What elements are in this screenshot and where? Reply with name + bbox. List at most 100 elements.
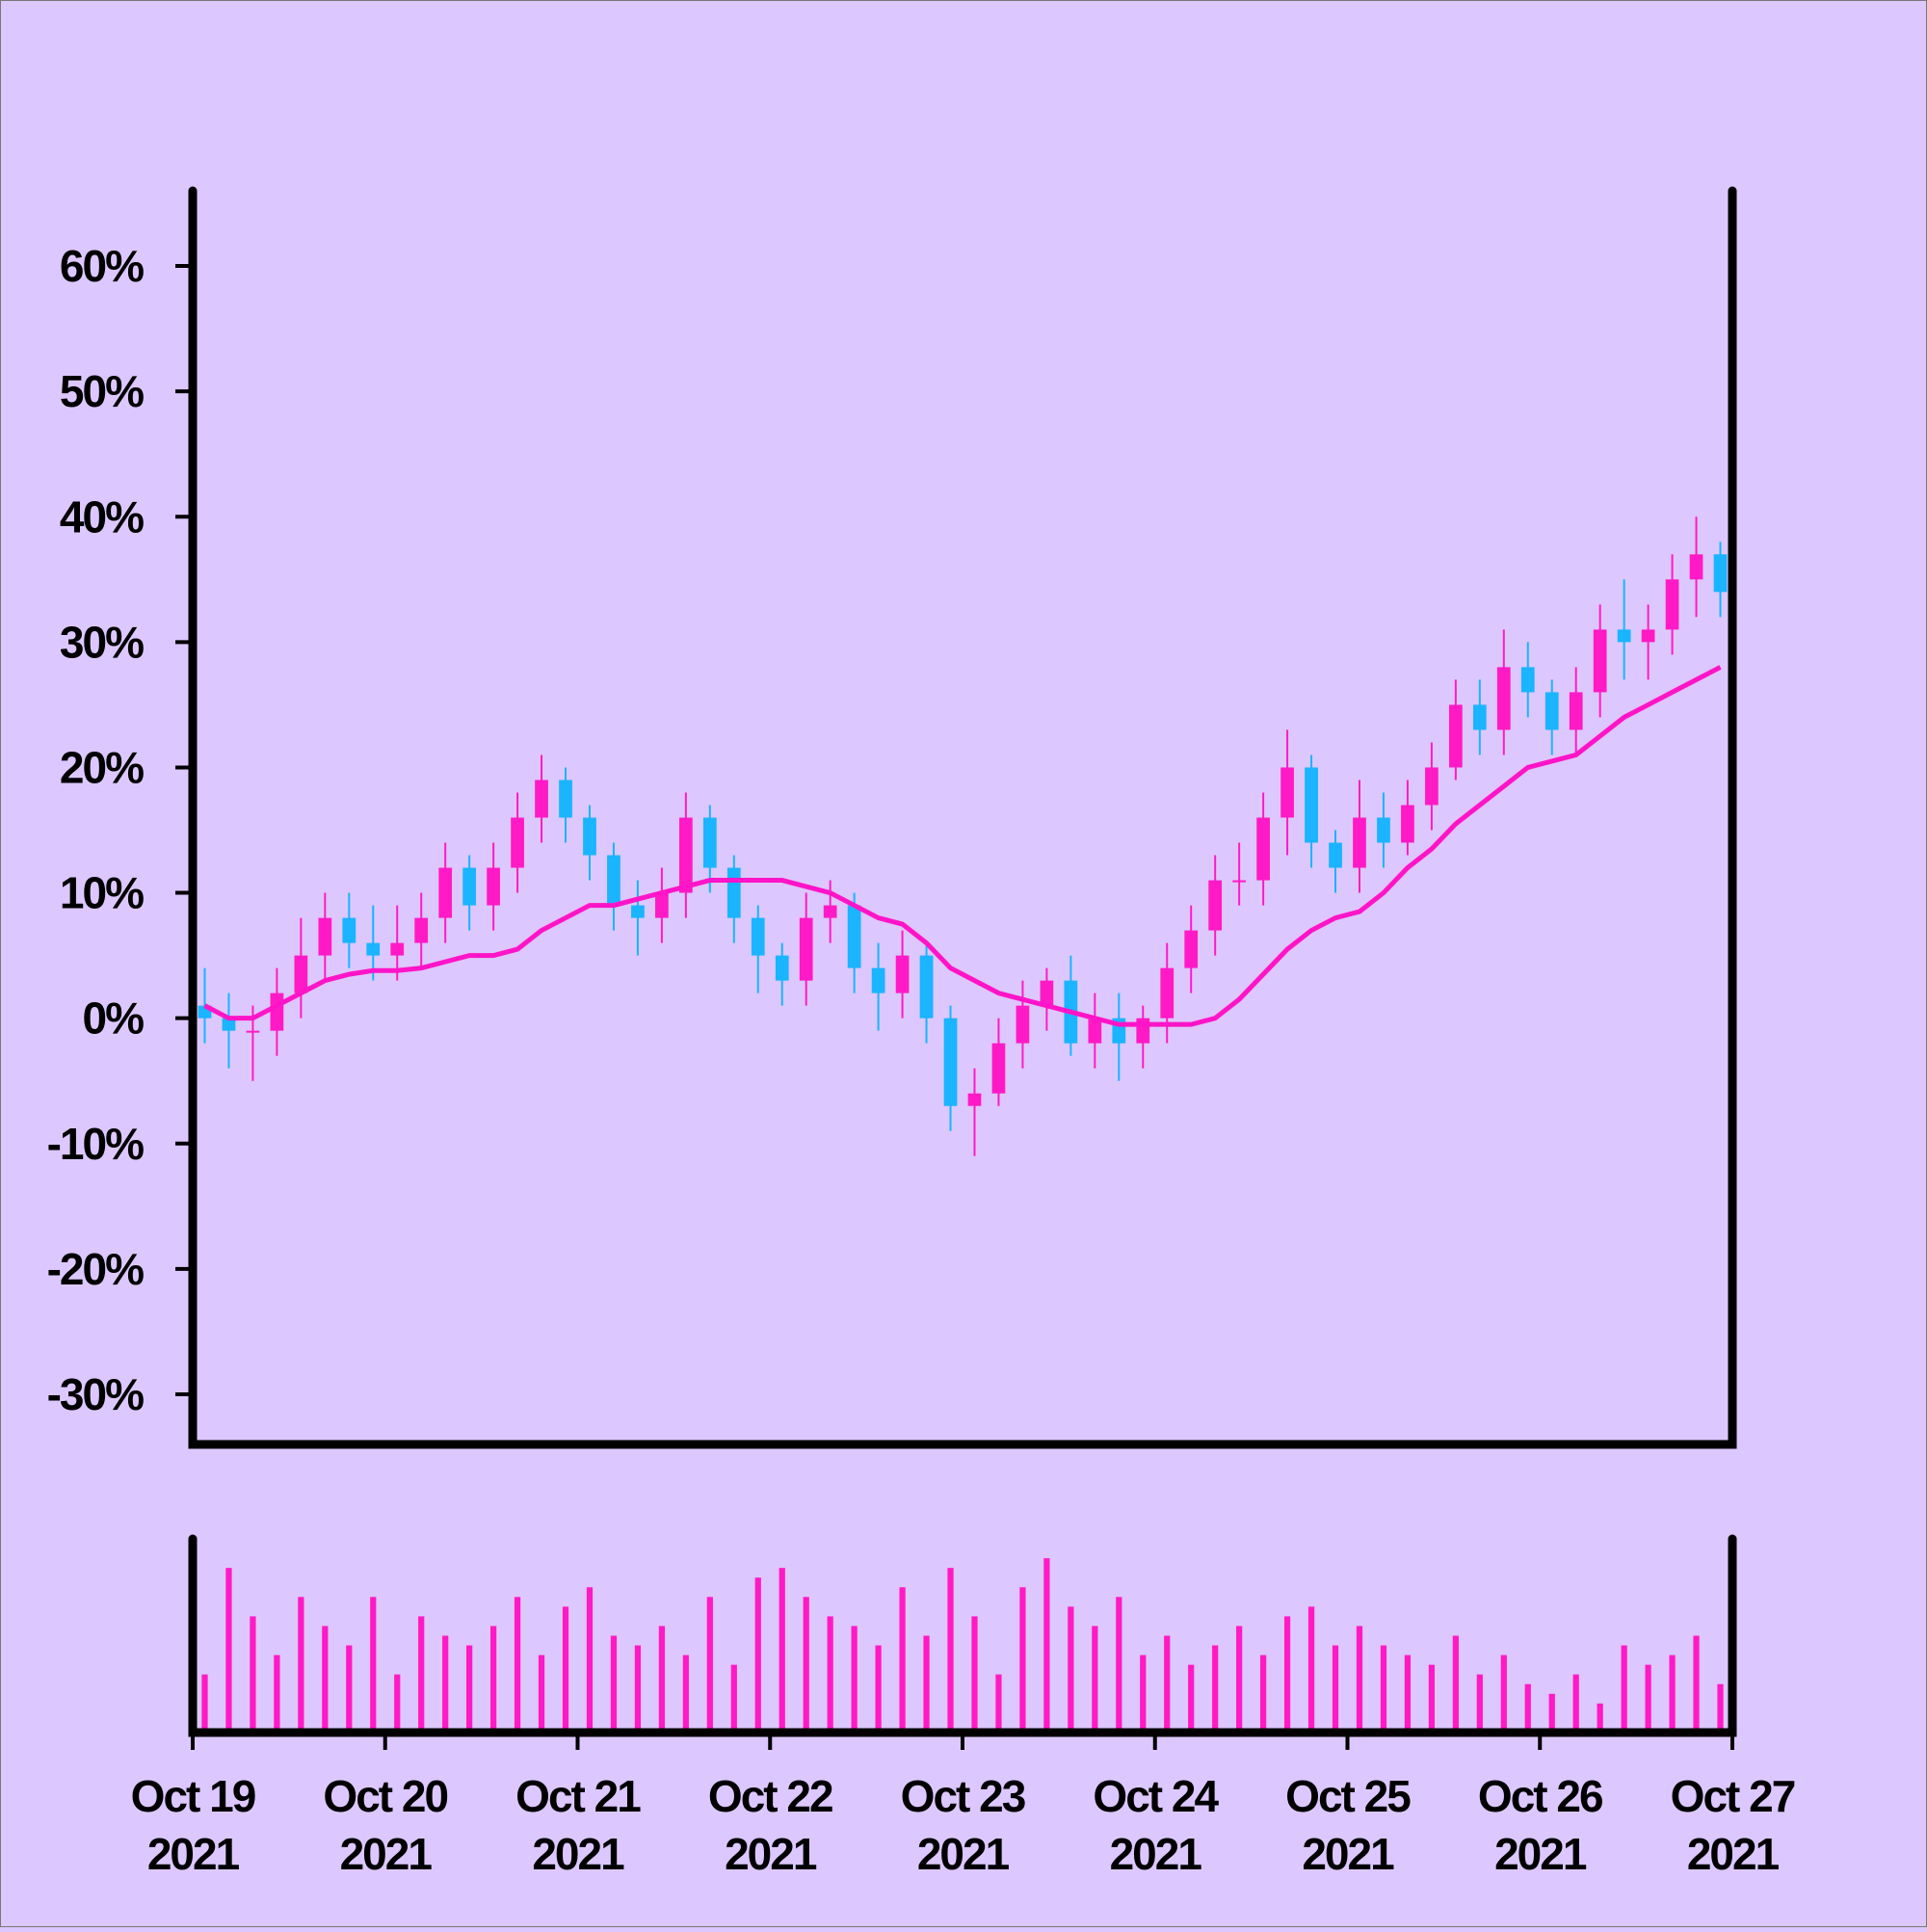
volume-bar: [1043, 1558, 1050, 1733]
volume-bar: [1068, 1606, 1074, 1733]
candle-body: [967, 1093, 982, 1106]
y-tick-label: 10%: [60, 868, 144, 918]
candle-body: [631, 905, 645, 918]
volume-bar: [1116, 1597, 1122, 1733]
x-tick-label: Oct 19 2021: [131, 1771, 255, 1879]
volume-bar: [466, 1645, 473, 1733]
volume-bar: [1621, 1645, 1627, 1733]
volume-bar: [1717, 1683, 1724, 1733]
candle-body: [895, 955, 910, 993]
volume-bar: [1019, 1587, 1026, 1733]
y-tick-label: 40%: [60, 491, 144, 542]
volume-bar: [658, 1626, 666, 1733]
volume-bar: [754, 1577, 761, 1733]
candle-body: [1016, 1005, 1030, 1044]
candle-body: [751, 917, 765, 956]
volume-bar: [489, 1626, 497, 1733]
candle-body: [1329, 842, 1342, 868]
candle-body: [414, 917, 429, 943]
volume-bar: [1693, 1635, 1700, 1733]
volume-bar: [1669, 1654, 1676, 1733]
candle-body: [462, 867, 477, 906]
candle-body: [1425, 767, 1439, 806]
volume-bar: [586, 1587, 594, 1733]
y-tick-label: -10%: [47, 1119, 144, 1169]
volume-bar: [1236, 1626, 1243, 1733]
candle-body: [1353, 817, 1366, 868]
volume-bar: [1283, 1616, 1291, 1733]
candle-body: [487, 867, 500, 906]
y-tick-label: 30%: [60, 617, 144, 667]
candle-body: [607, 855, 620, 906]
volume-bar: [1140, 1654, 1147, 1733]
y-tick-label: 20%: [60, 742, 144, 792]
volume-bar: [682, 1654, 689, 1733]
candle-body: [1617, 629, 1631, 643]
y-tick-label: -20%: [47, 1244, 144, 1294]
candle-body: [1641, 629, 1655, 643]
volume-bar: [1307, 1606, 1315, 1733]
volume-bar: [1259, 1654, 1267, 1733]
candle-body: [342, 917, 356, 943]
y-tick-label: 60%: [60, 241, 144, 291]
volume-bar: [1092, 1626, 1098, 1733]
volume-bar: [274, 1654, 280, 1733]
volume-bar: [1524, 1683, 1531, 1733]
candle-body: [222, 1018, 236, 1031]
candle-body: [511, 817, 524, 868]
candle-body: [559, 780, 572, 818]
candle-body: [1280, 767, 1294, 818]
candle-body: [799, 917, 813, 981]
candle-body: [390, 942, 405, 956]
volume-bar: [250, 1616, 256, 1733]
volume-bar: [803, 1597, 809, 1733]
x-tick-label: Oct 22 2021: [708, 1771, 832, 1879]
x-tick-label: Oct 20 2021: [323, 1771, 447, 1879]
candle-body: [1448, 704, 1463, 768]
candle-body: [1593, 629, 1607, 693]
candle-body: [1232, 880, 1247, 883]
candle-body: [318, 917, 332, 956]
candle-body: [1184, 930, 1199, 968]
volume-bar: [346, 1645, 353, 1733]
volume-bar: [634, 1645, 642, 1733]
volume-bar: [442, 1635, 449, 1733]
x-tick-label: Oct 27 2021: [1671, 1771, 1795, 1879]
volume-bar: [1548, 1693, 1555, 1733]
candle-body: [678, 817, 693, 893]
volume-bar: [225, 1568, 232, 1733]
candle-body: [1377, 817, 1390, 843]
y-tick-label: 50%: [60, 366, 144, 416]
candle-body: [1208, 880, 1223, 931]
volume-bar: [971, 1616, 978, 1733]
candle-body: [1689, 554, 1703, 580]
volume-bar: [947, 1568, 954, 1733]
candle-body: [438, 867, 453, 918]
candle-body: [775, 955, 789, 981]
moving-average-line: [203, 665, 1722, 1027]
candle-body: [871, 967, 885, 993]
volume-bar: [1428, 1664, 1436, 1733]
volume-bar: [1164, 1635, 1171, 1733]
candle-body: [1088, 1018, 1102, 1044]
volume-bar: [1452, 1635, 1459, 1733]
volume-bar: [1356, 1626, 1363, 1733]
volume-bar: [875, 1645, 882, 1733]
candle-body: [1520, 667, 1535, 693]
volume-bar: [1332, 1645, 1339, 1733]
candle-body: [535, 780, 548, 818]
volume-bar: [827, 1616, 833, 1733]
candle-body: [1496, 667, 1511, 730]
candle-body: [1256, 817, 1270, 881]
volume-bar: [1500, 1654, 1507, 1733]
candle-body: [1040, 980, 1054, 1006]
volume-bar: [370, 1597, 377, 1733]
volume-bar: [1380, 1645, 1387, 1733]
candle-body: [726, 867, 741, 918]
candle-body: [1569, 692, 1583, 730]
volume-bar: [201, 1674, 208, 1733]
volume-bar: [1572, 1674, 1579, 1733]
volume-bar: [562, 1606, 569, 1733]
